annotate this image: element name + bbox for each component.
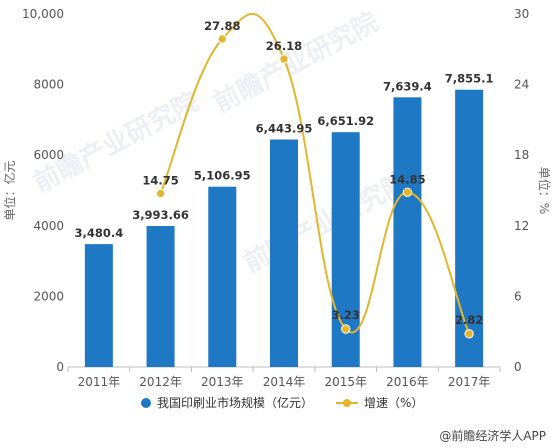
x-tick-label: 2011年 bbox=[78, 375, 121, 389]
line-data-label: 14.75 bbox=[142, 173, 178, 187]
x-tick-label: 2012年 bbox=[139, 375, 182, 389]
legend-line-dot bbox=[343, 399, 351, 407]
watermark-text: 前瞻产业研究院 bbox=[238, 166, 413, 279]
bar-data-label: 6,651.92 bbox=[317, 114, 374, 128]
y-right-axis-title: 单位：% bbox=[537, 167, 552, 214]
legend: 我国印刷业市场规模（亿元） 增速（%） bbox=[141, 395, 423, 410]
line-data-label: 3.23 bbox=[332, 308, 360, 322]
bar-data-label: 5,106.95 bbox=[194, 169, 251, 183]
line-data-label: 14.85 bbox=[389, 172, 425, 186]
bar bbox=[393, 97, 422, 368]
footer: @前瞻经济学人APP bbox=[439, 428, 546, 443]
line-point bbox=[464, 329, 474, 339]
bar bbox=[84, 244, 113, 367]
y-left-tick-label: 10,000 bbox=[22, 7, 64, 21]
line-point bbox=[341, 324, 351, 334]
legend-line-label: 增速（%） bbox=[364, 396, 423, 410]
source-credit: @前瞻经济学人APP bbox=[439, 428, 546, 443]
bar-data-label: 3,480.4 bbox=[74, 226, 123, 240]
line-series bbox=[155, 12, 474, 339]
line-data-label: 27.88 bbox=[204, 19, 240, 33]
bar bbox=[455, 89, 484, 368]
y-left-tick-label: 2000 bbox=[33, 289, 64, 303]
bar-data-label: 6,443.95 bbox=[256, 122, 313, 136]
y-right-tick-label: 30 bbox=[514, 7, 529, 21]
y-right-tick-label: 0 bbox=[514, 360, 522, 374]
bar-data-label: 3,993.66 bbox=[132, 208, 189, 222]
y-left-tick-label: 4000 bbox=[33, 219, 64, 233]
x-tick-label: 2017年 bbox=[448, 375, 491, 389]
bar-data-label: 7,855.1 bbox=[445, 72, 494, 86]
line-point bbox=[402, 187, 413, 197]
line-point bbox=[279, 54, 289, 64]
y-left-tick-label: 0 bbox=[56, 360, 64, 374]
legend-bar-marker bbox=[141, 398, 151, 408]
y-left-axis-title: 单位：亿元 bbox=[2, 160, 17, 220]
bar bbox=[146, 226, 175, 367]
x-tick-label: 2016年 bbox=[386, 375, 429, 389]
y-left-tick-label: 6000 bbox=[33, 148, 64, 162]
line-point bbox=[155, 188, 166, 199]
x-tick-label: 2013年 bbox=[201, 375, 244, 389]
x-tick-label: 2015年 bbox=[324, 375, 367, 389]
line-point bbox=[217, 34, 227, 44]
line-data-label: 26.18 bbox=[266, 39, 302, 53]
legend-bar-label: 我国印刷业市场规模（亿元） bbox=[157, 395, 313, 410]
growth-rate-line bbox=[159, 12, 471, 335]
axes-layer: 2011年 2012年 2013年 2014年 2015年 2016年 2017年 0 2000… bbox=[2, 7, 552, 389]
y-right-tick-label: 18 bbox=[514, 148, 529, 162]
bar bbox=[208, 186, 237, 367]
bar bbox=[270, 139, 298, 367]
bar-series bbox=[84, 89, 484, 368]
y-right-tick-label: 24 bbox=[514, 78, 529, 92]
y-right-tick-label: 12 bbox=[514, 219, 529, 233]
x-tick-label: 2014年 bbox=[263, 375, 306, 389]
bar-data-label: 7,639.4 bbox=[383, 79, 432, 93]
y-right-tick-label: 6 bbox=[514, 289, 522, 303]
line-data-label: 2.82 bbox=[455, 313, 483, 327]
y-left-tick-label: 8000 bbox=[33, 78, 64, 92]
data-labels: 3,480.4 3,993.66 5,106.95 6,443.95 6,651.92 7… bbox=[74, 19, 493, 327]
